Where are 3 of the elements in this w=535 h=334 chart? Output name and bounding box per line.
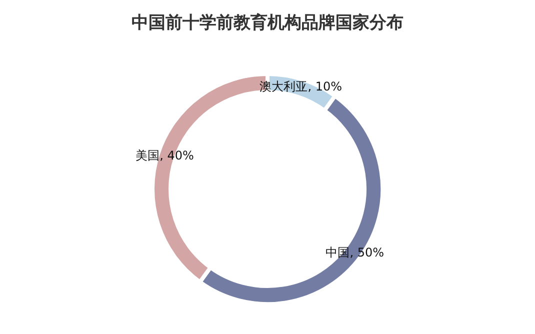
slice-label: 美国, 40%	[136, 148, 194, 163]
slice-label: 澳大利亚, 10%	[260, 79, 342, 94]
chart-title: 中国前十学前教育机构品牌国家分布	[132, 12, 404, 33]
